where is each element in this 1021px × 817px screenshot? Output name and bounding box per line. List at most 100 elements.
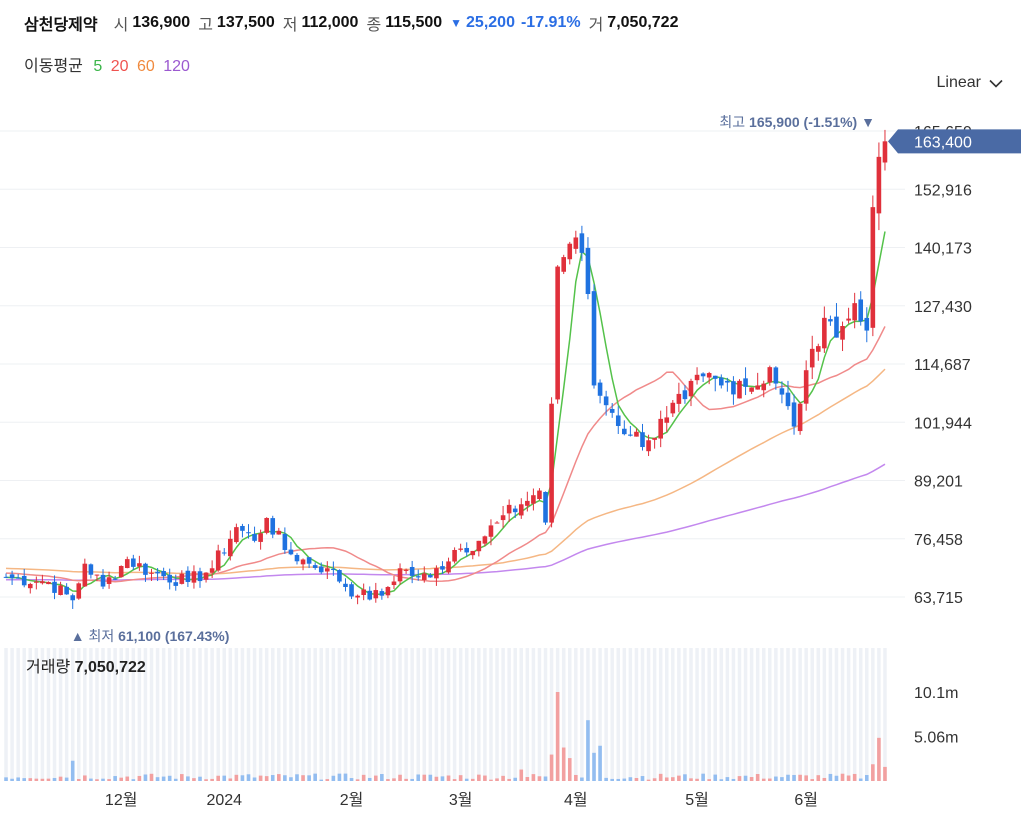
candle-body: [324, 568, 330, 572]
scale-dropdown[interactable]: Linear: [937, 74, 1003, 92]
candle-body: [149, 572, 154, 574]
volume-bar: [325, 779, 330, 781]
candle-body: [791, 402, 797, 427]
volume-tick-label: 5.06m: [914, 729, 958, 746]
candle-body: [258, 533, 263, 542]
volume-bar: [622, 778, 627, 781]
volume-bar: [392, 778, 396, 781]
candle: [228, 530, 233, 561]
candle: [197, 567, 203, 588]
candle: [694, 367, 700, 385]
volume-bar: [258, 775, 263, 781]
candle-body: [749, 387, 754, 392]
candle-body: [246, 532, 251, 534]
volume-bar: [871, 764, 875, 781]
candle-body: [549, 403, 554, 523]
candle: [409, 560, 415, 584]
candle-body: [106, 577, 112, 584]
volume-bar: [713, 774, 718, 781]
candle: [124, 556, 130, 569]
volume-bar: [313, 773, 317, 781]
candle-body: [27, 583, 33, 589]
candle-body: [876, 156, 882, 214]
ma20-line: [5, 326, 886, 583]
volume-bar: [483, 775, 487, 781]
y-tick-label: 152,916: [914, 182, 972, 199]
candle-body: [234, 527, 239, 543]
candle-body: [312, 565, 318, 568]
candle-body: [561, 257, 567, 272]
volume-bar: [228, 778, 233, 781]
ma60-label[interactable]: 60: [136, 58, 155, 75]
candle: [112, 575, 118, 581]
candle-body: [646, 440, 651, 452]
candle-body: [228, 538, 233, 557]
candle-body: [185, 570, 191, 582]
last-price-flag: [888, 129, 1021, 154]
change-percent: -17.91%: [520, 14, 581, 31]
volume-bar: [695, 778, 699, 781]
candle-body: [725, 380, 730, 383]
candle-body: [288, 549, 294, 555]
volume-value: 7,050,722: [607, 14, 679, 31]
ma120-line: [6, 463, 886, 582]
ma20-label[interactable]: 20: [110, 58, 129, 75]
candle: [622, 420, 627, 436]
candle-body: [318, 566, 324, 573]
candle: [555, 265, 560, 404]
volume-bar: [252, 777, 257, 781]
candle: [179, 570, 185, 585]
ma120-label[interactable]: 120: [163, 58, 190, 75]
candle: [706, 371, 712, 385]
candle: [664, 406, 670, 433]
candle-body: [209, 568, 215, 573]
volume-bar: [283, 775, 287, 781]
volume-bar: [555, 692, 560, 781]
candle-body: [767, 367, 773, 383]
volume-bar: [858, 778, 863, 781]
candle-body: [785, 392, 791, 407]
candle: [573, 230, 579, 254]
volume-bar: [58, 776, 63, 781]
volume-bar: [46, 778, 51, 781]
volume-bar: [677, 775, 681, 781]
candle-body: [803, 370, 809, 404]
low-label: 저: [282, 17, 298, 34]
candle-body: [737, 380, 742, 399]
y-tick-label: 127,430: [914, 299, 972, 316]
volume-bar: [561, 747, 566, 781]
candle-body: [337, 570, 342, 582]
volume-bar: [398, 774, 402, 781]
candle: [288, 542, 294, 556]
volume-bar: [10, 778, 14, 781]
candle: [40, 574, 45, 585]
candle-body: [21, 575, 27, 586]
volume-bar: [628, 777, 633, 781]
candle-body: [773, 367, 779, 384]
volume-tick-label: 10.1m: [914, 685, 958, 702]
volume-bar: [216, 775, 220, 781]
volume-bar: [877, 737, 881, 781]
volume-bar: [464, 778, 469, 781]
ma5-label[interactable]: 5: [93, 58, 103, 75]
candle-body: [124, 559, 130, 569]
candle-body: [761, 383, 767, 391]
candle-body: [161, 570, 166, 577]
candle-body: [52, 581, 57, 593]
volume-bar: [604, 777, 608, 781]
x-tick-label: 2024: [206, 792, 242, 809]
volume-bar: [774, 776, 778, 781]
candle: [240, 523, 245, 538]
volume-bar: [749, 777, 754, 781]
candle: [852, 292, 857, 329]
volume-bar: [289, 777, 293, 781]
candle-body: [94, 574, 100, 576]
volume-bar: [828, 773, 833, 781]
candle: [203, 572, 209, 583]
candle-body: [300, 559, 306, 565]
candle-body: [506, 504, 512, 514]
candle: [543, 491, 548, 525]
candle-body: [470, 550, 476, 556]
candle: [761, 380, 767, 398]
